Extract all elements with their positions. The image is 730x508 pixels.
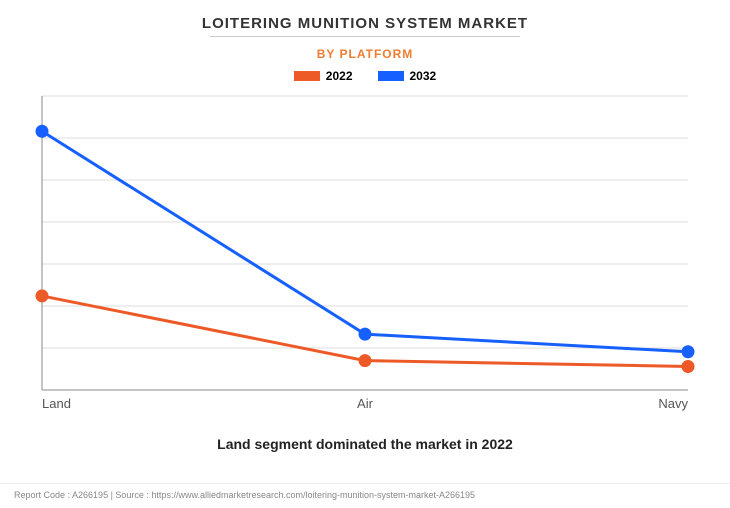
title-divider xyxy=(210,36,520,37)
chart-area: Land Air Navy xyxy=(30,88,700,418)
legend: 2022 2032 xyxy=(30,69,700,83)
legend-label-2022: 2022 xyxy=(326,69,353,83)
chart-title: LOITERING MUNITION SYSTEM MARKET xyxy=(30,15,700,32)
legend-swatch-2032 xyxy=(378,71,404,81)
legend-item-2032: 2032 xyxy=(378,69,437,83)
footer-text: Report Code : A266195 | Source : https:/… xyxy=(0,483,730,500)
chart-caption: Land segment dominated the market in 202… xyxy=(30,436,700,452)
line-chart-svg: Land Air Navy xyxy=(30,88,700,418)
svg-text:Land: Land xyxy=(42,396,71,411)
legend-swatch-2022 xyxy=(294,71,320,81)
legend-item-2022: 2022 xyxy=(294,69,353,83)
legend-label-2032: 2032 xyxy=(410,69,437,83)
svg-text:Navy: Navy xyxy=(658,396,688,411)
chart-subtitle: BY PLATFORM xyxy=(30,47,700,61)
svg-text:Air: Air xyxy=(357,396,374,411)
